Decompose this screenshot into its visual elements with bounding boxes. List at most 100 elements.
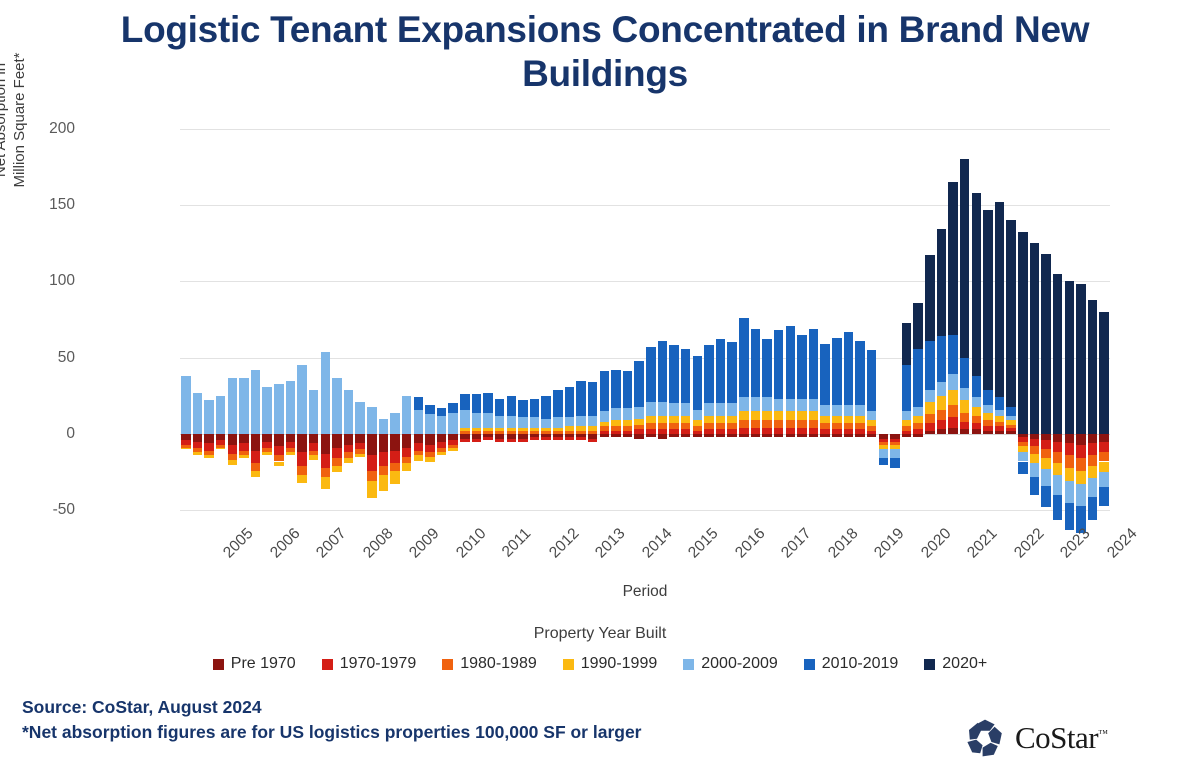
bar-column[interactable] bbox=[669, 121, 679, 518]
bar-column[interactable] bbox=[250, 121, 261, 518]
bar-column[interactable] bbox=[843, 121, 854, 518]
bar-column[interactable] bbox=[332, 121, 342, 518]
bar-column[interactable] bbox=[715, 121, 726, 518]
bar-column[interactable] bbox=[820, 121, 830, 518]
bar-column[interactable] bbox=[959, 121, 970, 518]
bar-column[interactable] bbox=[262, 121, 272, 518]
legend-item[interactable]: 1970-1979 bbox=[321, 655, 416, 673]
bar-column[interactable] bbox=[878, 121, 889, 518]
bar-column[interactable] bbox=[471, 121, 482, 518]
bar-column[interactable] bbox=[413, 121, 424, 518]
legend-item[interactable]: 1990-1999 bbox=[562, 655, 657, 673]
bar-column[interactable] bbox=[564, 121, 575, 518]
bar-segment bbox=[797, 334, 807, 399]
bar-column[interactable] bbox=[680, 121, 691, 518]
bar-column[interactable] bbox=[215, 121, 226, 518]
bar-segment bbox=[669, 403, 679, 416]
bar-column[interactable] bbox=[204, 121, 214, 518]
bar-column[interactable] bbox=[192, 121, 203, 518]
bar-column[interactable] bbox=[320, 121, 331, 518]
bar-column[interactable] bbox=[448, 121, 458, 518]
bar-column[interactable] bbox=[692, 121, 703, 518]
bar-column[interactable] bbox=[1064, 121, 1075, 531]
bar-column[interactable] bbox=[1052, 121, 1063, 520]
bar-column[interactable] bbox=[971, 121, 982, 518]
bar-segment bbox=[959, 429, 970, 435]
bar-segment bbox=[553, 389, 563, 418]
bar-segment bbox=[762, 427, 772, 434]
bar-column[interactable] bbox=[541, 121, 551, 518]
bar-column[interactable] bbox=[611, 121, 621, 518]
bar-column[interactable] bbox=[739, 121, 749, 518]
bar-column[interactable] bbox=[866, 121, 877, 518]
bar-column[interactable] bbox=[553, 121, 563, 518]
bar-segment bbox=[994, 415, 1005, 422]
bar-column[interactable] bbox=[1029, 121, 1040, 518]
bar-column[interactable] bbox=[483, 121, 493, 518]
bar-column[interactable] bbox=[936, 121, 947, 518]
bar-segment bbox=[448, 447, 458, 451]
bar-column[interactable] bbox=[529, 121, 540, 518]
bar-column[interactable] bbox=[634, 121, 644, 518]
bar-column[interactable] bbox=[1087, 121, 1098, 520]
bar-column[interactable] bbox=[727, 121, 737, 518]
bar-column[interactable] bbox=[901, 121, 912, 518]
bar-column[interactable] bbox=[460, 121, 470, 518]
bar-column[interactable] bbox=[285, 121, 296, 518]
bar-column[interactable] bbox=[367, 121, 377, 518]
legend-item[interactable]: 1980-1989 bbox=[442, 655, 537, 673]
bar-column[interactable] bbox=[518, 121, 528, 518]
bar-column[interactable] bbox=[239, 121, 249, 518]
bar-column[interactable] bbox=[378, 121, 389, 518]
legend-item[interactable]: 2010-2019 bbox=[803, 655, 898, 673]
bar-column[interactable] bbox=[948, 121, 958, 518]
bar-column[interactable] bbox=[994, 121, 1005, 518]
bar-column[interactable] bbox=[506, 121, 517, 518]
bar-column[interactable] bbox=[808, 121, 819, 518]
bar-column[interactable] bbox=[1041, 121, 1051, 518]
bar-column[interactable] bbox=[983, 121, 993, 518]
bar-column[interactable] bbox=[274, 121, 284, 518]
bar-segment bbox=[529, 437, 540, 441]
bar-column[interactable] bbox=[1006, 121, 1016, 518]
bar-column[interactable] bbox=[494, 121, 505, 518]
bar-column[interactable] bbox=[1076, 121, 1086, 534]
bar-column[interactable] bbox=[646, 121, 656, 518]
bar-column[interactable] bbox=[576, 121, 586, 518]
bar-column[interactable] bbox=[704, 121, 714, 518]
bar-column[interactable] bbox=[913, 121, 923, 518]
bar-column[interactable] bbox=[436, 121, 447, 518]
bar-column[interactable] bbox=[227, 121, 238, 518]
bar-segment bbox=[739, 411, 749, 421]
bar-column[interactable] bbox=[390, 121, 400, 518]
legend-item[interactable]: Pre 1970 bbox=[212, 655, 296, 673]
bar-column[interactable] bbox=[308, 121, 319, 518]
bar-column[interactable] bbox=[762, 121, 772, 518]
bar-segment bbox=[634, 434, 644, 439]
bar-column[interactable] bbox=[773, 121, 784, 518]
bar-column[interactable] bbox=[890, 121, 900, 518]
bar-column[interactable] bbox=[1018, 121, 1028, 518]
bar-column[interactable] bbox=[622, 121, 633, 518]
bar-column[interactable] bbox=[855, 121, 865, 518]
bar-column[interactable] bbox=[785, 121, 796, 518]
legend-item[interactable]: 2020+ bbox=[924, 655, 987, 673]
bar-column[interactable] bbox=[343, 121, 354, 518]
bar-column[interactable] bbox=[297, 121, 307, 518]
bar-column[interactable] bbox=[750, 121, 761, 518]
bar-column[interactable] bbox=[657, 121, 668, 518]
bar-column[interactable] bbox=[797, 121, 807, 518]
bar-column[interactable] bbox=[355, 121, 365, 518]
bar-column[interactable] bbox=[1099, 121, 1109, 518]
bar-column[interactable] bbox=[599, 121, 610, 518]
bar-column[interactable] bbox=[832, 121, 842, 518]
bar-column[interactable] bbox=[181, 121, 191, 518]
legend-title: Property Year Built bbox=[533, 625, 667, 642]
legend-item[interactable]: 2000-2009 bbox=[683, 655, 778, 673]
bar-column[interactable] bbox=[925, 121, 935, 518]
bar-column[interactable] bbox=[587, 121, 598, 518]
bar-column[interactable] bbox=[401, 121, 412, 518]
bar-segment bbox=[994, 397, 1005, 410]
bar-column[interactable] bbox=[425, 121, 435, 518]
bar-segment bbox=[227, 453, 238, 460]
